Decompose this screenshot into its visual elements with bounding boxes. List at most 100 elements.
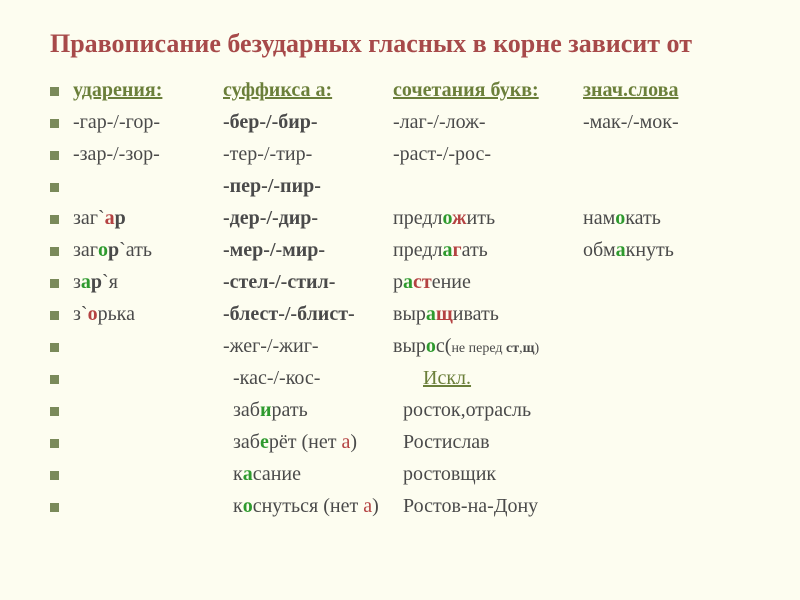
table-row: коснуться (нет а)Ростов-на-Дону — [50, 493, 760, 519]
cell-meaning — [583, 142, 760, 167]
cell-letters: -лаг-/-лож- — [393, 110, 583, 135]
cell-letters: предложить — [393, 206, 583, 231]
table-row: -пер-/-пир- — [50, 173, 760, 199]
cell-stress — [73, 398, 223, 423]
cell-suffix-a: -кас-/-кос- — [223, 366, 403, 391]
cell-letters: Искл. — [403, 366, 613, 391]
cell-meaning: -мак-/-мок- — [583, 110, 760, 135]
cell-suffix-a: заберёт (нет а) — [223, 430, 403, 455]
cell-suffix-a: забирать — [223, 398, 403, 423]
cell-stress — [73, 494, 223, 519]
cell-stress — [73, 334, 223, 359]
row-body: забиратьросток,отрасль — [73, 398, 760, 423]
cell-meaning — [593, 398, 760, 423]
row-body: загор`ать-мер-/-мир-предлагатьобмакнуть — [73, 238, 760, 263]
table-row: зар`я-стел-/-стил-растение — [50, 269, 760, 295]
cell-suffix-a: -бер-/-бир- — [223, 110, 393, 135]
cell-letters — [393, 174, 583, 199]
table-row: касаниеростовщик — [50, 461, 760, 487]
cell-stress: зар`я — [73, 270, 223, 295]
bullet-icon — [50, 471, 59, 480]
cell-meaning — [613, 366, 760, 391]
rows-list: ударения: суффикса а: сочетания букв: зн… — [50, 77, 760, 519]
bullet-icon — [50, 151, 59, 160]
cell-stress: -зар-/-зор- — [73, 142, 223, 167]
cell-suffix-a: -мер-/-мир- — [223, 238, 393, 263]
cell-suffix-a: -пер-/-пир- — [223, 174, 393, 199]
cell-meaning — [593, 494, 760, 519]
cell-stress — [73, 462, 223, 487]
table-row: з`орька-блест-/-блист-выращивать — [50, 301, 760, 327]
row-body: -пер-/-пир- — [73, 174, 760, 199]
row-body: ударения: суффикса а: сочетания букв: зн… — [73, 78, 760, 103]
table-row: забиратьросток,отрасль — [50, 397, 760, 423]
bullet-icon — [50, 375, 59, 384]
table-row: заберёт (нет а)Ростислав — [50, 429, 760, 455]
cell-letters: -раст-/-рос- — [393, 142, 583, 167]
cell-suffix-a: -блест-/-блист- — [223, 302, 393, 327]
hdr-suffix-a: суффикса а: — [223, 78, 393, 103]
table-row: загор`ать-мер-/-мир-предлагатьобмакнуть — [50, 237, 760, 263]
page-title: Правописание безударных гласных в корне … — [50, 28, 760, 59]
cell-stress: -гар-/-гор- — [73, 110, 223, 135]
cell-letters: предлагать — [393, 238, 583, 263]
row-body: -гар-/-гор--бер-/-бир--лаг-/-лож--мак-/-… — [73, 110, 760, 135]
slide: Правописание безударных гласных в корне … — [0, 0, 800, 600]
row-body: -кас-/-кос-Искл. — [73, 366, 760, 391]
cell-meaning: намокать — [583, 206, 760, 231]
cell-letters: растение — [393, 270, 583, 295]
cell-meaning: обмакнуть — [583, 238, 760, 263]
cell-suffix-a: -дер-/-дир- — [223, 206, 393, 231]
bullet-icon — [50, 183, 59, 192]
cell-meaning — [583, 270, 760, 295]
table-row: -жег-/-жиг-вырос(не перед ст,щ) — [50, 333, 760, 359]
cell-letters: Ростов-на-Дону — [403, 494, 593, 519]
bullet-icon — [50, 87, 59, 96]
cell-letters: выращивать — [393, 302, 583, 327]
row-body: коснуться (нет а)Ростов-на-Дону — [73, 494, 760, 519]
cell-stress: заг`ар — [73, 206, 223, 231]
bullet-icon — [50, 215, 59, 224]
cell-letters: ростовщик — [403, 462, 593, 487]
cell-suffix-a: -стел-/-стил- — [223, 270, 393, 295]
cell-stress — [73, 366, 223, 391]
cell-letters: росток,отрасль — [403, 398, 593, 423]
cell-suffix-a: -тер-/-тир- — [223, 142, 393, 167]
bullet-icon — [50, 119, 59, 128]
hdr-stress: ударения: — [73, 78, 223, 103]
row-body: заг`ар-дер-/-дир-предложитьнамокать — [73, 206, 760, 231]
cell-stress: з`орька — [73, 302, 223, 327]
cell-meaning — [583, 174, 760, 199]
cell-letters: Ростислав — [403, 430, 593, 455]
table-row: -гар-/-гор--бер-/-бир--лаг-/-лож--мак-/-… — [50, 109, 760, 135]
cell-meaning — [583, 334, 760, 359]
table-row: -зар-/-зор--тер-/-тир--раст-/-рос- — [50, 141, 760, 167]
cell-stress — [73, 430, 223, 455]
bullet-icon — [50, 279, 59, 288]
row-body: зар`я-стел-/-стил-растение — [73, 270, 760, 295]
row-body: -жег-/-жиг-вырос(не перед ст,щ) — [73, 334, 760, 359]
cell-stress: загор`ать — [73, 238, 223, 263]
cell-letters: вырос(не перед ст,щ) — [393, 334, 583, 359]
cell-meaning — [593, 462, 760, 487]
hdr-meaning: знач.слова — [583, 78, 760, 103]
row-body: з`орька-блест-/-блист-выращивать — [73, 302, 760, 327]
cell-suffix-a: касание — [223, 462, 403, 487]
bullet-icon — [50, 439, 59, 448]
bullet-icon — [50, 503, 59, 512]
cell-meaning — [583, 302, 760, 327]
cell-suffix-a: -жег-/-жиг- — [223, 334, 393, 359]
bullet-icon — [50, 343, 59, 352]
header-row: ударения: суффикса а: сочетания букв: зн… — [50, 77, 760, 103]
table-row: -кас-/-кос-Искл. — [50, 365, 760, 391]
cell-stress — [73, 174, 223, 199]
row-body: касаниеростовщик — [73, 462, 760, 487]
row-body: -зар-/-зор--тер-/-тир--раст-/-рос- — [73, 142, 760, 167]
cell-meaning — [593, 430, 760, 455]
bullet-icon — [50, 407, 59, 416]
cell-suffix-a: коснуться (нет а) — [223, 494, 403, 519]
hdr-letters: сочетания букв: — [393, 78, 583, 103]
bullet-icon — [50, 311, 59, 320]
bullet-icon — [50, 247, 59, 256]
table-row: заг`ар-дер-/-дир-предложитьнамокать — [50, 205, 760, 231]
